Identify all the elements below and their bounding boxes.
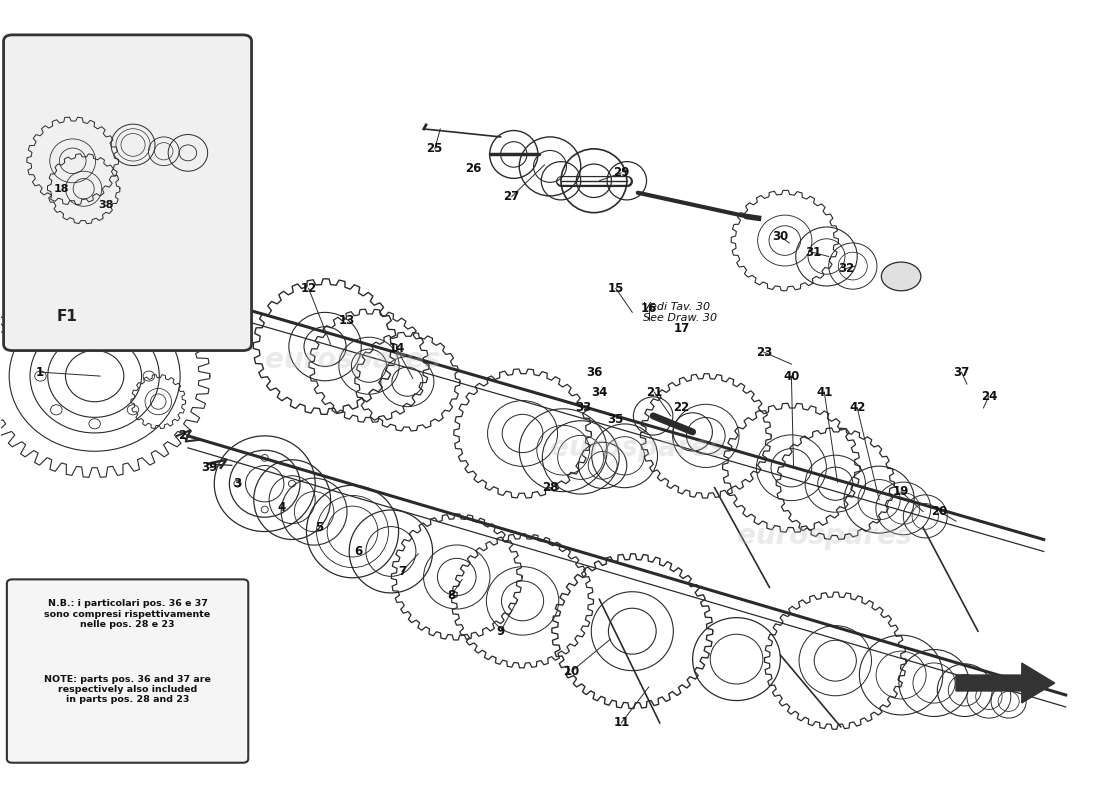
Text: 13: 13 bbox=[339, 314, 355, 326]
Text: 15: 15 bbox=[607, 282, 624, 295]
Text: 30: 30 bbox=[772, 230, 789, 243]
Text: eurospares: eurospares bbox=[265, 346, 440, 374]
Text: eurospares: eurospares bbox=[550, 434, 726, 462]
Text: eurospares: eurospares bbox=[737, 522, 912, 550]
Polygon shape bbox=[956, 663, 1055, 703]
Text: 12: 12 bbox=[300, 282, 317, 295]
Text: 17: 17 bbox=[673, 322, 690, 334]
Text: 29: 29 bbox=[613, 166, 629, 179]
Text: 24: 24 bbox=[981, 390, 997, 402]
Text: 3: 3 bbox=[233, 478, 241, 490]
Text: 5: 5 bbox=[316, 521, 323, 534]
Text: 28: 28 bbox=[542, 481, 558, 494]
FancyBboxPatch shape bbox=[7, 579, 249, 762]
Text: 23: 23 bbox=[756, 346, 772, 358]
Text: 37: 37 bbox=[954, 366, 969, 378]
Text: 32: 32 bbox=[838, 262, 855, 275]
Text: 26: 26 bbox=[465, 162, 482, 175]
FancyBboxPatch shape bbox=[3, 35, 252, 350]
Text: 7: 7 bbox=[398, 565, 406, 578]
Text: 25: 25 bbox=[427, 142, 443, 155]
Text: 4: 4 bbox=[277, 501, 285, 514]
Text: 40: 40 bbox=[783, 370, 800, 382]
Text: 2: 2 bbox=[178, 430, 187, 442]
Text: 27: 27 bbox=[504, 190, 519, 203]
Text: 33: 33 bbox=[575, 402, 591, 414]
Text: 16: 16 bbox=[640, 302, 657, 315]
Text: 9: 9 bbox=[496, 625, 505, 638]
Text: 19: 19 bbox=[893, 485, 910, 498]
Text: F1: F1 bbox=[57, 310, 78, 324]
Text: N.B.: i particolari pos. 36 e 37
sono compresi rispettivamente
nelle pos. 28 e 2: N.B.: i particolari pos. 36 e 37 sono co… bbox=[44, 599, 211, 629]
Text: 18: 18 bbox=[54, 184, 69, 194]
Text: 20: 20 bbox=[932, 505, 947, 518]
Text: 34: 34 bbox=[591, 386, 607, 398]
Text: 31: 31 bbox=[805, 246, 822, 259]
Text: 41: 41 bbox=[816, 386, 833, 398]
Text: 1: 1 bbox=[35, 366, 44, 378]
Text: 21: 21 bbox=[646, 386, 662, 398]
Text: 11: 11 bbox=[613, 716, 629, 730]
Text: 35: 35 bbox=[607, 414, 624, 426]
Text: Vedi Tav. 30
See Draw. 30: Vedi Tav. 30 See Draw. 30 bbox=[644, 302, 717, 323]
Text: 39: 39 bbox=[201, 462, 218, 474]
Text: 22: 22 bbox=[673, 402, 690, 414]
Text: 42: 42 bbox=[849, 402, 866, 414]
Text: 6: 6 bbox=[354, 545, 362, 558]
Ellipse shape bbox=[881, 262, 921, 290]
Text: 36: 36 bbox=[585, 366, 602, 378]
Text: NOTE: parts pos. 36 and 37 are
respectively also included
in parts pos. 28 and 2: NOTE: parts pos. 36 and 37 are respectiv… bbox=[44, 674, 211, 704]
Text: 38: 38 bbox=[98, 200, 113, 210]
Text: 10: 10 bbox=[564, 665, 580, 678]
Text: 14: 14 bbox=[388, 342, 405, 354]
Text: 8: 8 bbox=[447, 589, 455, 602]
